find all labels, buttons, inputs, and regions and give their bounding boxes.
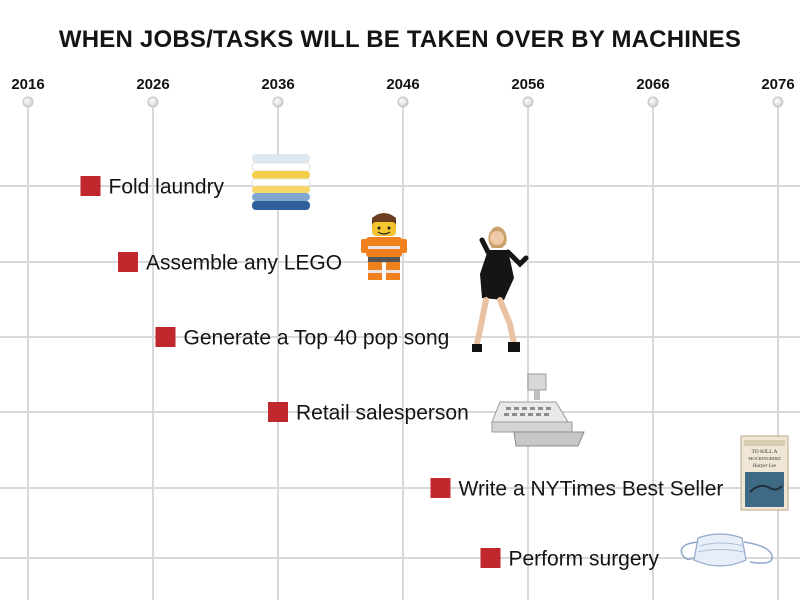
tick-label: 2076	[761, 76, 794, 93]
task-label: Fold laundry	[109, 176, 225, 199]
lego-minifigure-icon	[361, 213, 407, 280]
surgical-mask-icon	[680, 533, 773, 567]
tick-label: 2026	[136, 76, 169, 93]
cash-register-icon	[491, 373, 585, 447]
chart-title: WHEN JOBS/TASKS WILL BE TAKEN OVER BY MA…	[58, 26, 742, 53]
folded-laundry-icon	[251, 154, 311, 210]
x-axis-ticks: 2016 2026 2036 2046 2056 2066 2076	[11, 76, 795, 108]
task-marker	[155, 327, 176, 347]
tick-dot	[397, 96, 409, 108]
tick-dot	[272, 96, 284, 108]
book-cover-icon: TO KILL A MOCKINGBIRD Harper Lee	[740, 435, 789, 511]
task-label: Write a NYTimes Best Seller	[459, 478, 724, 501]
task-marker	[268, 402, 288, 422]
task-label: Generate a Top 40 pop song	[184, 327, 450, 350]
task-marker	[480, 548, 501, 568]
task-marker	[118, 252, 138, 272]
tick-dot	[647, 96, 659, 108]
tick-label: 2046	[386, 76, 419, 93]
task-markers: Fold laundry Assemble any LEGO Generate a …	[80, 176, 724, 571]
task-label: Retail salesperson	[296, 402, 469, 425]
tick-dot	[147, 96, 159, 108]
tick-dot	[22, 96, 34, 108]
task-marker	[80, 176, 101, 196]
tick-label: 2066	[636, 76, 669, 93]
task-label: Perform surgery	[509, 548, 660, 571]
task-marker	[430, 478, 451, 498]
task-label: Assemble any LEGO	[146, 252, 342, 275]
tick-label: 2016	[11, 76, 44, 93]
task-icons: TO KILL A MOCKINGBIRD Harper Lee	[251, 154, 789, 567]
tick-dot	[522, 96, 534, 108]
pop-singer-icon	[472, 226, 529, 352]
tick-label: 2036	[261, 76, 294, 93]
svg-text:Harper Lee: Harper Lee	[752, 464, 777, 469]
svg-text:TO KILL A: TO KILL A	[752, 449, 778, 455]
tick-dot	[772, 96, 784, 108]
tick-label: 2056	[511, 76, 544, 93]
svg-text:MOCKINGBIRD: MOCKINGBIRD	[748, 456, 781, 461]
